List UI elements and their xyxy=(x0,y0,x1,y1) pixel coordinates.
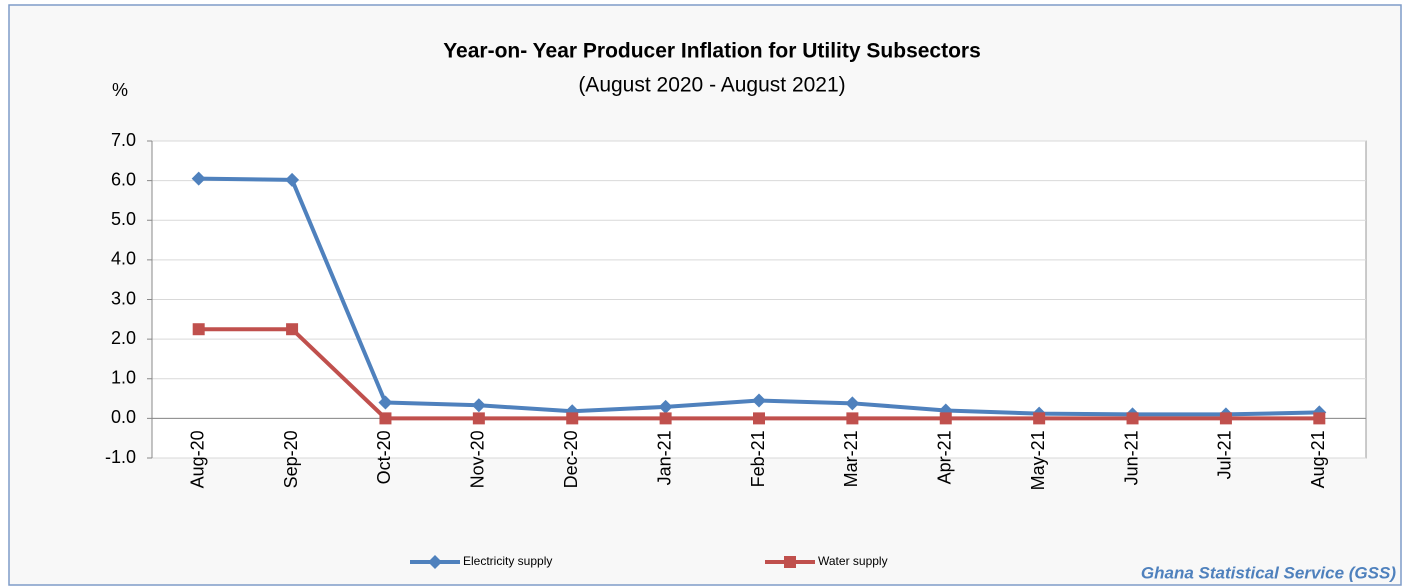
data-point xyxy=(1033,412,1046,425)
y-tick-label: 6.0 xyxy=(111,169,136,189)
data-point xyxy=(658,399,673,414)
y-axis-label: % xyxy=(112,80,128,100)
data-point xyxy=(471,398,486,413)
x-tick-label: Jun-21 xyxy=(1121,430,1141,485)
data-point xyxy=(1219,412,1232,425)
data-point xyxy=(192,323,205,336)
y-tick-label: 5.0 xyxy=(111,209,136,229)
y-tick-label: 1.0 xyxy=(111,368,136,388)
x-tick-label: Feb-21 xyxy=(748,430,768,487)
x-tick-label: Jan-21 xyxy=(654,430,674,485)
data-point xyxy=(753,412,765,425)
data-point xyxy=(286,323,299,336)
x-tick-label: Mar-21 xyxy=(841,430,861,487)
x-tick-label: Aug-20 xyxy=(187,430,207,488)
x-tick-label: Dec-20 xyxy=(561,430,581,488)
data-point xyxy=(378,395,393,410)
y-tick-label: 4.0 xyxy=(111,249,136,269)
y-tick-label: 7.0 xyxy=(111,130,136,150)
x-tick-label: Sep-20 xyxy=(281,430,301,488)
data-point xyxy=(845,396,860,411)
x-tick-label: Nov-20 xyxy=(468,430,488,488)
y-tick-label: 2.0 xyxy=(111,328,136,348)
data-point xyxy=(752,393,766,408)
y-tick-label: -1.0 xyxy=(105,447,136,467)
y-tick-label: 0.0 xyxy=(111,407,136,427)
data-point xyxy=(1313,412,1326,425)
data-point xyxy=(191,171,206,186)
chart-subtitle: (August 2020 - August 2021) xyxy=(578,74,845,97)
x-tick-label: Aug-21 xyxy=(1308,430,1328,488)
x-tick-label: May-21 xyxy=(1028,430,1048,490)
chart-title: Year-on- Year Producer Inflation for Uti… xyxy=(443,40,981,63)
legend-label: Water supply xyxy=(818,554,888,568)
x-tick-label: Oct-20 xyxy=(374,430,394,484)
data-point xyxy=(472,412,485,425)
data-point xyxy=(846,412,859,425)
data-point xyxy=(566,412,579,425)
legend-marker xyxy=(428,555,442,569)
y-tick-label: 3.0 xyxy=(111,288,136,308)
legend-label: Electricity supply xyxy=(463,554,552,568)
data-point xyxy=(939,412,952,425)
source-note: Ghana Statistical Service (GSS) xyxy=(1141,563,1396,582)
legend-marker xyxy=(784,556,796,568)
data-point xyxy=(379,412,392,425)
x-tick-label: Apr-21 xyxy=(935,430,955,484)
data-point xyxy=(1126,412,1139,425)
x-tick-label: Jul-21 xyxy=(1215,430,1235,479)
data-point xyxy=(659,412,672,425)
data-point xyxy=(285,172,300,187)
